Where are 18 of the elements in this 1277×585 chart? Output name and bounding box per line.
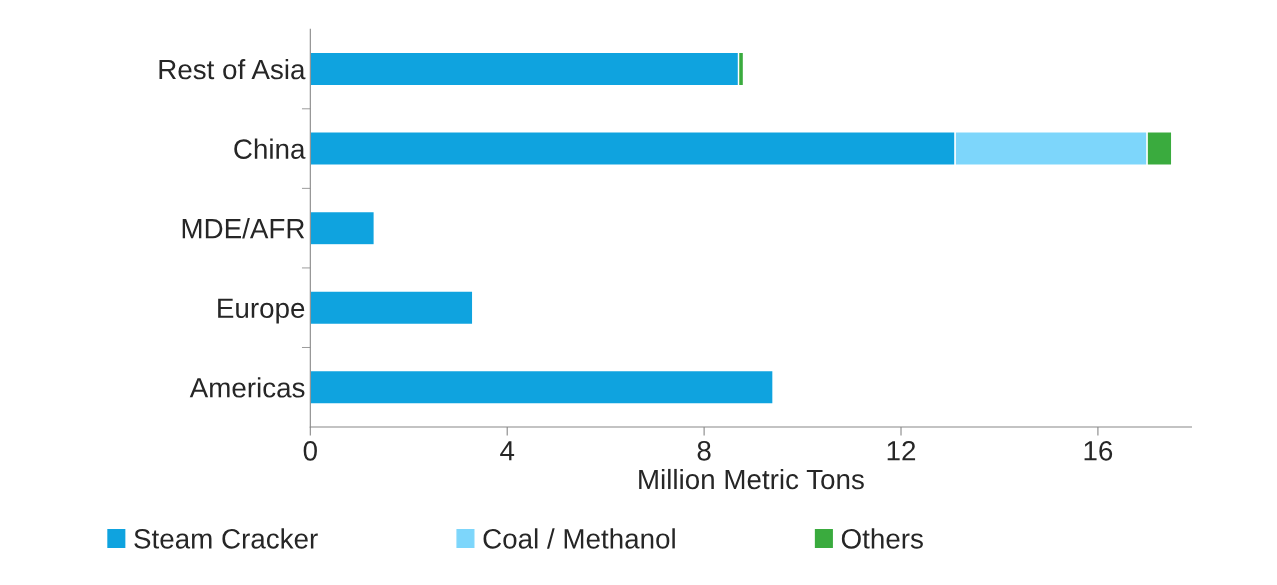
x-tick-label: 12	[887, 440, 916, 461]
x-tick-label: 8	[697, 440, 711, 461]
x-axis-title: Million Metric Tons	[639, 468, 864, 490]
bar	[310, 369, 774, 405]
y-tick-label: Americas	[189, 377, 305, 398]
x-tick-label: 4	[500, 441, 515, 461]
bar	[310, 51, 740, 87]
y-tick-label: MDE/AFR	[182, 218, 305, 239]
legend-label: Coal / Methanol	[483, 528, 675, 549]
y-tick-label: China	[234, 138, 306, 159]
legend-label: Others	[841, 528, 923, 549]
x-tick-label: 16	[1084, 440, 1113, 461]
legend-label: Steam Cracker	[134, 528, 318, 549]
y-tick-label: Europe	[218, 298, 305, 324]
y-tick-label: Rest of Asia	[159, 58, 306, 80]
bar	[310, 290, 474, 326]
x-tick-label: 0	[303, 440, 317, 461]
bar	[310, 210, 375, 246]
